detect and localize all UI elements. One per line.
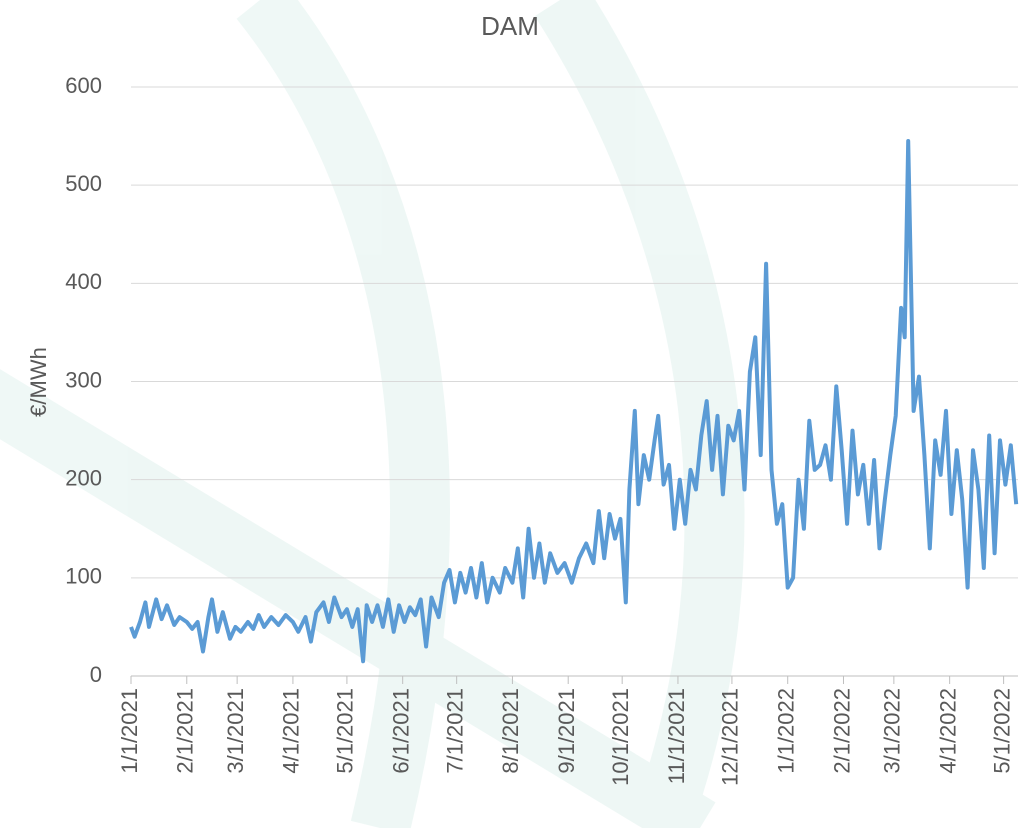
x-tick-label: 6/1/2021 bbox=[388, 688, 413, 774]
x-tick-label: 12/1/2021 bbox=[718, 688, 743, 786]
x-tick-label: 2/1/2022 bbox=[829, 688, 854, 774]
x-tick-label: 11/1/2021 bbox=[664, 688, 689, 784]
x-tick-label: 9/1/2021 bbox=[554, 688, 579, 774]
data-line bbox=[129, 139, 1019, 664]
x-tick-label: 3/1/2021 bbox=[223, 688, 248, 774]
y-tick-label: 0 bbox=[90, 662, 102, 687]
x-tick-label: 5/1/2021 bbox=[333, 688, 358, 774]
x-tick-label: 3/1/2022 bbox=[880, 688, 905, 774]
x-tick-label: 4/1/2021 bbox=[279, 688, 304, 774]
y-tick-label: 500 bbox=[65, 171, 102, 196]
x-tick-label: 5/1/2022 bbox=[989, 688, 1014, 774]
x-tick-label: 7/1/2021 bbox=[442, 688, 467, 774]
chart-title: DAM bbox=[481, 11, 539, 41]
x-tick-label: 4/1/2022 bbox=[935, 688, 960, 774]
x-tick-label: 2/1/2021 bbox=[173, 688, 198, 774]
x-tick-label: 8/1/2021 bbox=[498, 688, 523, 774]
x-tick-label: 10/1/2021 bbox=[608, 688, 633, 786]
x-tick-label: 1/1/2022 bbox=[774, 688, 799, 774]
y-tick-label: 300 bbox=[65, 367, 102, 392]
y-tick-label: 400 bbox=[65, 269, 102, 294]
y-axis-label: €/MWh bbox=[26, 347, 51, 417]
y-tick-label: 100 bbox=[65, 564, 102, 589]
y-tick-label: 200 bbox=[65, 465, 102, 490]
y-tick-label: 600 bbox=[65, 73, 102, 98]
x-tick-label: 1/1/2021 bbox=[117, 688, 142, 774]
